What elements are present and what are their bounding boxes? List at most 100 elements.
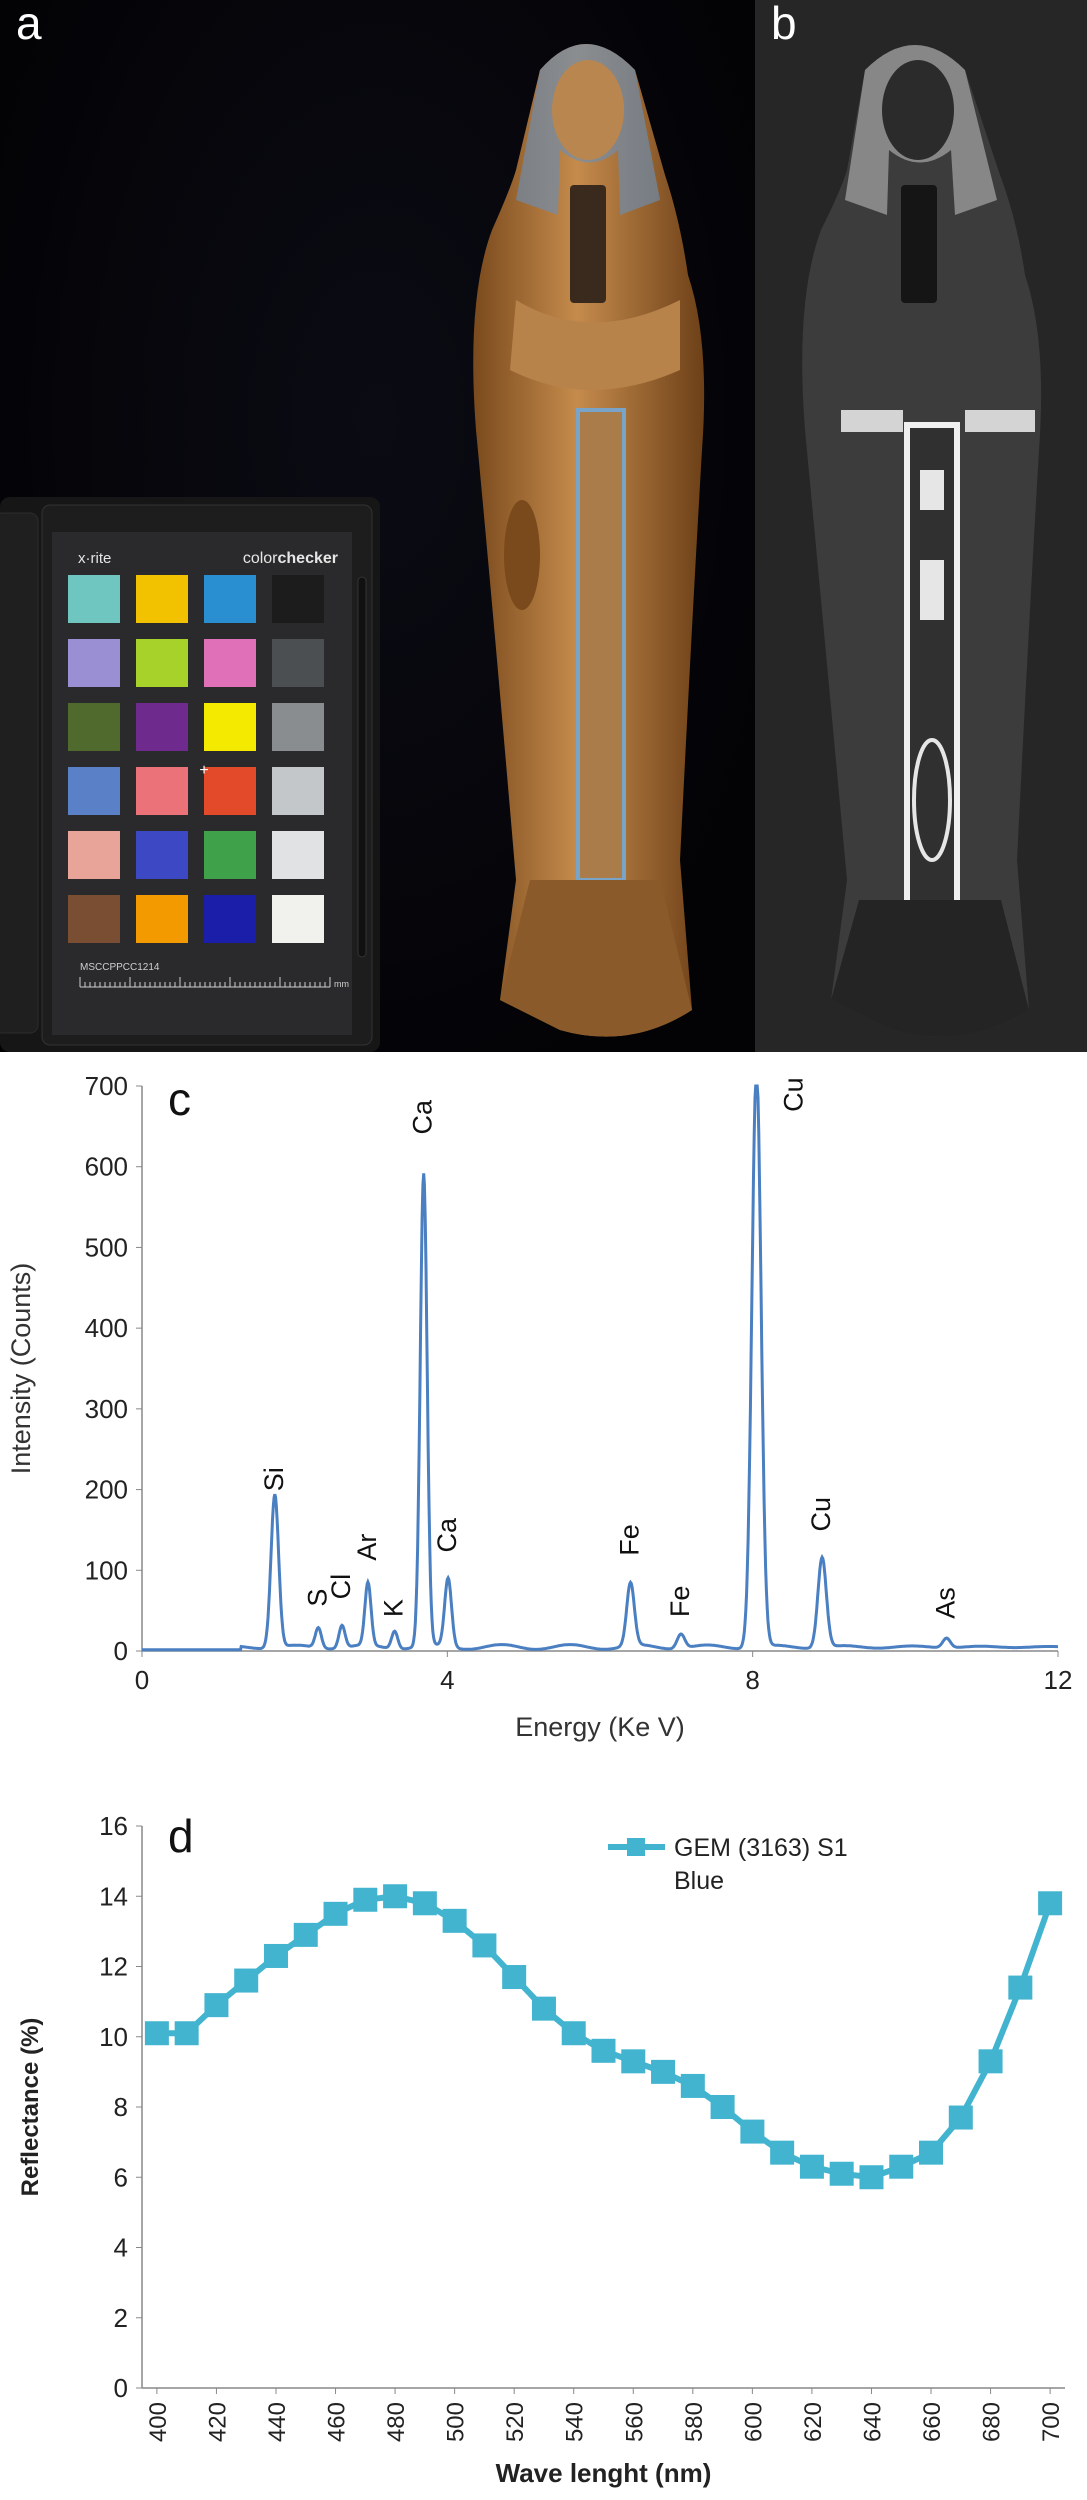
color-patch — [136, 831, 188, 879]
reflectance-point — [293, 1922, 318, 1947]
reflectance-x-tick-label: 480 — [383, 2402, 410, 2442]
reflectance-point — [1008, 1975, 1033, 2000]
xrf-x-tick-label: 0 — [135, 1665, 149, 1695]
colorchecker-crosshair: + — [199, 762, 208, 779]
reflectance-x-axis-label: Wave lenght (nm) — [496, 2458, 712, 2488]
xrf-y-axis-label: Intensity (Counts) — [6, 1263, 36, 1475]
xrf-peak-label: As — [931, 1587, 961, 1619]
reflectance-point — [591, 2038, 616, 2063]
legend-marker-swatch — [627, 1838, 645, 1856]
color-patch — [204, 575, 256, 623]
reflectance-point — [561, 2021, 586, 2046]
color-patch — [272, 703, 324, 751]
reflectance-x-tick-label: 560 — [621, 2402, 648, 2442]
xrf-peak-label: S — [302, 1589, 332, 1607]
reflectance-point — [859, 2165, 884, 2190]
xrf-x-tick-label: 12 — [1044, 1665, 1073, 1695]
reflectance-point — [442, 1908, 467, 1933]
reflectance-point — [174, 2021, 199, 2046]
ushabti-figurine-luminescence — [802, 45, 1042, 1037]
reflectance-y-tick-label: 2 — [114, 2303, 128, 2333]
legend-entry-subname: Blue — [674, 1867, 724, 1895]
reflectance-point — [531, 1996, 556, 2021]
reflectance-x-tick-label: 660 — [919, 2402, 946, 2442]
xrf-spectrum-chart: c 0 100 200 300 400 500 600 700 0 4 8 12 Si SCl Ar K Ca… — [6, 1071, 1073, 1742]
reflectance-x-tick-label: 440 — [264, 2402, 291, 2442]
color-patch — [204, 703, 256, 751]
reflectance-point — [621, 2049, 646, 2074]
colorchecker-unit: mm — [334, 979, 349, 989]
reflectance-y-tick-label: 8 — [114, 2092, 128, 2122]
xrf-x-tick-label: 4 — [440, 1665, 454, 1695]
colorchecker-ruler — [79, 977, 331, 988]
reflectance-point — [889, 2154, 914, 2179]
xrf-peak-label: Ar — [352, 1534, 382, 1561]
xrf-x-tick-label: 8 — [745, 1665, 759, 1695]
reflectance-x-tick-label: 520 — [502, 2402, 529, 2442]
color-patch — [68, 895, 120, 943]
xrf-axes: 0 100 200 300 400 500 600 700 0 4 8 12 — [85, 1071, 1073, 1695]
xrf-peak-label: K — [379, 1599, 409, 1617]
color-patch — [272, 895, 324, 943]
xrf-peak-label: Ca — [432, 1517, 462, 1552]
reflectance-x-tick-label: 420 — [204, 2402, 231, 2442]
xrf-y-tick-label: 0 — [114, 1636, 128, 1666]
photo-luminescence: b — [755, 0, 1087, 1052]
color-patch — [204, 639, 256, 687]
xrf-peak-labels: Si SCl Ar K Ca Ca Fe Fe Cu Cu As — [259, 1077, 961, 1618]
reflectance-x-tick-label: 580 — [681, 2402, 708, 2442]
reflectance-series-line — [156, 1893, 1053, 2181]
color-patch — [204, 767, 256, 815]
reflectance-point — [234, 1968, 259, 1993]
reflectance-point — [948, 2105, 973, 2130]
reflectance-x-tick-label: 500 — [443, 2402, 470, 2442]
xrf-peak-label: Si — [259, 1467, 289, 1491]
reflectance-point — [353, 1887, 378, 1912]
reflectance-point — [651, 2059, 676, 2084]
color-patch — [136, 703, 188, 751]
reflectance-point — [412, 1891, 437, 1916]
reflectance-x-tick-label: 640 — [859, 2402, 886, 2442]
reflectance-axes: 0 2 4 6 8 10 12 14 16 400 420 440 460 480 500 520 540 560… — [99, 1811, 1065, 2442]
reflectance-y-tick-label: 4 — [114, 2233, 128, 2263]
reflectance-x-tick-label: 680 — [979, 2402, 1006, 2442]
reflectance-point — [770, 2140, 795, 2165]
xrf-y-tick-label: 700 — [85, 1071, 128, 1101]
reflectance-y-tick-label: 10 — [99, 2022, 128, 2052]
reflectance-x-tick-label: 460 — [324, 2402, 351, 2442]
reflectance-x-tick-label: 620 — [800, 2402, 827, 2442]
panel-label-a: a — [16, 0, 42, 49]
reflectance-point — [323, 1901, 348, 1926]
panel-label-c: c — [168, 1073, 191, 1125]
reflectance-point — [710, 2095, 735, 2119]
reflectance-point — [204, 1993, 229, 2018]
reflectance-x-tick-label: 700 — [1038, 2402, 1065, 2442]
reflectance-point — [383, 1884, 408, 1909]
xrf-peak-label: Cu — [779, 1077, 809, 1112]
reflectance-chart: d 0 2 4 6 8 10 12 14 16 400 420 440 460 480 500 520 540 5… — [17, 1810, 1065, 2488]
reflectance-point — [680, 2073, 705, 2098]
color-patch — [136, 767, 188, 815]
reflectance-markers — [144, 1884, 1063, 2190]
reflectance-point — [472, 1933, 497, 1958]
color-patch — [272, 639, 324, 687]
reflectance-point — [1038, 1891, 1063, 1916]
xrf-y-tick-label: 600 — [85, 1152, 128, 1182]
color-patch — [204, 895, 256, 943]
colorchecker-patches — [68, 575, 324, 943]
photo-visible-light: a x·rite colorchecker + MSCCPPCC1214 mm — [0, 0, 755, 1052]
xrf-peak-label: Cu — [806, 1497, 836, 1532]
color-patch — [68, 639, 120, 687]
xrf-peak-label: Fe — [615, 1524, 645, 1556]
legend-entry-name: GEM (3163) S1 — [674, 1834, 848, 1862]
reflectance-y-axis-label: Reflectance (%) — [17, 2018, 44, 2197]
xrf-peak-label: Ca — [408, 1099, 438, 1134]
panel-label-b: b — [771, 0, 797, 49]
reflectance-point — [799, 2154, 824, 2179]
color-patch — [136, 639, 188, 687]
xrf-y-tick-label: 100 — [85, 1555, 128, 1585]
reflectance-y-tick-label: 16 — [99, 1811, 128, 1841]
reflectance-point — [263, 1943, 288, 1968]
xrf-peak-label: Cl — [326, 1574, 356, 1600]
colorchecker-brand: x·rite — [78, 550, 111, 567]
